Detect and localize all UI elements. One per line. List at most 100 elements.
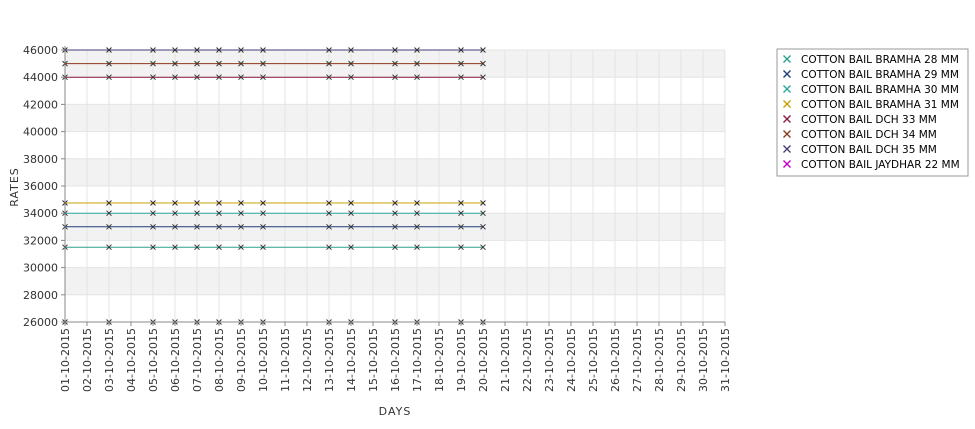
- data-point-marker: [238, 244, 244, 251]
- legend-item-label: COTTON BAIL DCH 33 MM: [801, 114, 937, 126]
- data-point-marker: [414, 244, 420, 251]
- data-point-marker: [238, 74, 244, 81]
- legend-item-label: COTTON BAIL DCH 34 MM: [801, 129, 937, 141]
- x-tick-label: 22-10-2015: [521, 328, 534, 392]
- y-tick-label: 40000: [23, 126, 58, 139]
- data-point-marker: [194, 210, 200, 217]
- data-point-marker: [326, 244, 332, 251]
- data-point-marker: [414, 210, 420, 217]
- data-point-marker: [414, 74, 420, 81]
- data-point-marker: [194, 47, 200, 53]
- data-point-marker: [326, 74, 332, 81]
- data-point-marker: [150, 200, 156, 206]
- data-point-marker: [172, 210, 178, 217]
- data-point-marker: [238, 47, 244, 53]
- data-point-marker: [172, 200, 178, 206]
- data-point-marker: [480, 200, 486, 206]
- data-point-marker: [458, 210, 464, 217]
- data-point-marker: [106, 74, 112, 81]
- data-point-marker: [326, 60, 332, 67]
- legend-item-label: COTTON BAIL DCH 35 MM: [801, 144, 937, 156]
- y-tick-label: 46000: [23, 44, 58, 57]
- y-tick-label: 30000: [23, 262, 58, 275]
- legend-marker-icon: [783, 115, 791, 123]
- data-point-marker: [150, 47, 156, 53]
- data-point-marker: [106, 244, 112, 251]
- data-point-marker: [458, 60, 464, 67]
- data-point-marker: [260, 60, 266, 67]
- data-point-marker: [260, 47, 266, 53]
- x-tick-label: 29-10-2015: [675, 328, 688, 392]
- data-point-marker: [150, 210, 156, 217]
- data-point-marker: [260, 223, 266, 230]
- data-point-marker: [414, 200, 420, 206]
- data-point-marker: [106, 60, 112, 67]
- data-point-marker: [238, 223, 244, 230]
- legend-item-label: COTTON BAIL BRAMHA 28 MM: [801, 54, 959, 66]
- y-tick-label: 44000: [23, 71, 58, 84]
- y-tick-label: 28000: [23, 289, 58, 302]
- legend-item-label: COTTON BAIL BRAMHA 30 MM: [801, 84, 959, 96]
- data-point-marker: [458, 200, 464, 206]
- x-tick-label: 05-10-2015: [147, 328, 160, 392]
- y-tick-label: 38000: [23, 153, 58, 166]
- x-tick-label: 25-10-2015: [587, 328, 600, 392]
- data-point-marker: [414, 47, 420, 53]
- data-point-marker: [172, 60, 178, 67]
- data-point-marker: [216, 47, 222, 53]
- x-tick-label: 16-10-2015: [389, 328, 402, 392]
- y-axis-ticks: 26000 28000 30000 32000 34000 36000 38000 40000…: [23, 44, 65, 329]
- legend-box: [776, 48, 969, 177]
- x-tick-label: 02-10-2015: [81, 328, 94, 392]
- data-point-marker: [392, 74, 398, 81]
- y-tick-label: 42000: [23, 98, 58, 111]
- data-point-marker: [194, 223, 200, 230]
- y-tick-label: 34000: [23, 207, 58, 220]
- legend-item-label: COTTON BAIL BRAMHA 29 MM: [801, 69, 959, 81]
- x-tick-label: 18-10-2015: [433, 328, 446, 392]
- data-point-marker: [194, 200, 200, 206]
- x-tick-label: 20-10-2015: [477, 328, 490, 392]
- x-tick-label: 06-10-2015: [169, 328, 182, 392]
- data-point-marker: [458, 74, 464, 81]
- data-point-marker: [238, 200, 244, 206]
- data-point-marker: [326, 47, 332, 53]
- data-point-marker: [392, 60, 398, 67]
- data-point-marker: [414, 60, 420, 67]
- data-point-marker: [194, 244, 200, 251]
- data-point-marker: [326, 210, 332, 217]
- data-point-marker: [348, 210, 354, 217]
- x-tick-label: 28-10-2015: [653, 328, 666, 392]
- data-point-marker: [260, 74, 266, 81]
- x-tick-label: 04-10-2015: [125, 328, 138, 392]
- data-point-marker: [216, 223, 222, 230]
- data-point-marker: [216, 210, 222, 217]
- data-point-marker: [480, 244, 486, 251]
- x-tick-label: 07-10-2015: [191, 328, 204, 392]
- x-tick-label: 13-10-2015: [323, 328, 336, 392]
- legend-marker-icon: [783, 100, 791, 108]
- data-point-marker: [392, 223, 398, 230]
- data-point-marker: [238, 210, 244, 217]
- x-tick-label: 03-10-2015: [103, 328, 116, 392]
- data-point-marker: [216, 60, 222, 67]
- data-point-marker: [348, 74, 354, 81]
- data-point-marker: [458, 244, 464, 251]
- data-point-marker: [326, 223, 332, 230]
- legend-marker-icon: [783, 85, 791, 93]
- x-tick-label: 12-10-2015: [301, 328, 314, 392]
- x-tick-label: 08-10-2015: [213, 328, 226, 392]
- data-point-marker: [216, 244, 222, 251]
- x-tick-label: 24-10-2015: [565, 328, 578, 392]
- data-point-marker: [348, 60, 354, 67]
- legend-marker-icon: [783, 160, 791, 168]
- data-point-marker: [414, 223, 420, 230]
- data-point-marker: [194, 60, 200, 67]
- data-point-marker: [348, 200, 354, 206]
- legend-marker-icon: [783, 145, 791, 153]
- data-point-marker: [480, 60, 486, 67]
- data-point-marker: [194, 74, 200, 81]
- x-tick-label: 27-10-2015: [631, 328, 644, 392]
- x-tick-label: 10-10-2015: [257, 328, 270, 392]
